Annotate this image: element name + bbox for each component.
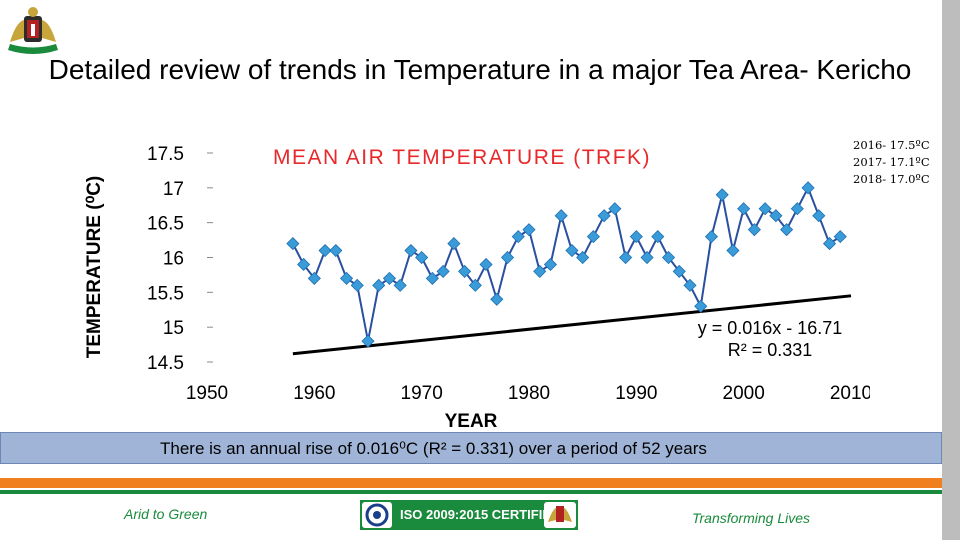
note-2017: 2017- 17.1ºC [853,155,930,169]
y-tick-label: 16 [163,249,184,270]
data-point [479,257,493,272]
data-point [307,271,321,285]
data-point [769,209,783,223]
note-2016: 2016- 17.5ºC [853,138,930,152]
data-point [715,188,729,202]
data-point [672,264,686,278]
y-tick-label: 15.5 [147,283,184,304]
data-point [522,223,536,237]
data-point [425,271,439,285]
data-point [404,243,418,258]
footer-slogan-left: Arid to Green [124,506,208,522]
y-tick-label: 17.5 [147,144,184,165]
data-point [382,271,397,285]
data-point [661,250,676,265]
data-point [780,223,794,237]
data-point [651,230,665,244]
data-point [511,230,525,244]
data-point [350,278,364,292]
y-tick-label: 17 [163,179,184,200]
x-tick-label: 2000 [723,383,765,404]
data-point [822,237,837,251]
data-point [372,278,386,292]
scrollbar[interactable] [942,0,960,540]
series-line [291,185,841,342]
data-point [361,334,375,348]
data-point [554,209,568,223]
r-squared-label: R² = 0.331 [728,340,813,360]
data-point [683,278,697,292]
data-point [565,243,579,258]
data-point [447,237,461,251]
trend-equation: y = 0.016x - 16.71 [698,318,843,338]
summary-text: There is an annual rise of 0.016⁰C (R² =… [160,439,707,458]
data-point [726,243,740,258]
summary-banner [0,432,942,464]
y-tick-label: 16.5 [147,214,184,235]
data-point [629,230,643,244]
coat-of-arms-logo [8,7,58,54]
data-point [619,250,633,265]
iso-logo-icon [362,502,392,528]
data-point [704,230,719,244]
iso-certification-badge: ISO 2009:2015 CERTIFIED [360,500,578,530]
data-point [833,230,847,244]
data-point [286,237,300,251]
data-point [790,202,804,216]
data-point [329,243,343,258]
temperature-chart: 14.5 15 15.5 16 16.5 17 17.5 1950 1960 1970 1980 1… [84,144,870,432]
data-point [608,202,622,216]
data-point [543,257,558,272]
data-point [393,278,407,292]
data-point [758,202,772,216]
data-point [468,278,482,292]
data-point [747,223,761,237]
iso-text: ISO 2009:2015 CERTIFIED [400,507,561,522]
data-point [318,243,332,258]
note-2018: 2018- 17.0ºC [853,172,930,186]
data-point [640,250,654,265]
y-axis-label: TEMPERATURE (⁰C) [84,176,105,358]
data-point [500,250,515,265]
data-point [297,257,311,272]
data-point [694,299,708,313]
x-tick-label: 1990 [615,383,657,404]
coat-of-arms-small-icon [544,502,576,528]
data-point [586,230,600,244]
x-tick-label: 1960 [293,383,335,404]
y-tick-label: 15 [163,318,184,339]
data-point [458,264,472,278]
data-point [576,250,590,265]
y-tick-label: 14.5 [147,353,184,374]
x-tick-label: 1970 [401,383,443,404]
chart-title: MEAN AIR TEMPERATURE (TRFK) [273,146,651,169]
data-point [812,209,826,223]
data-point [801,181,815,195]
x-tick-label: 1950 [186,383,228,404]
data-point [415,250,429,265]
footer: Arid to Green ISO 2009:2015 CERTIFIED Tr… [0,496,942,540]
data-point [490,292,504,306]
data-point [597,209,611,223]
data-point [339,271,354,285]
data-point [436,264,450,278]
orange-stripe [0,478,942,488]
green-stripe [0,490,942,494]
page-title: Detailed review of trends in Temperature… [48,54,912,85]
x-tick-label: 1980 [508,383,550,404]
trend-line [292,294,852,356]
footer-slogan-right: Transforming Lives [692,510,811,526]
x-axis-label: YEAR [445,411,498,432]
data-point [533,264,547,278]
x-tick-label: 2010 [830,383,870,404]
yearly-temperature-notes: 2016- 17.5ºC 2017- 17.1ºC 2018- 17.0ºC [853,137,930,188]
data-point [737,202,751,216]
